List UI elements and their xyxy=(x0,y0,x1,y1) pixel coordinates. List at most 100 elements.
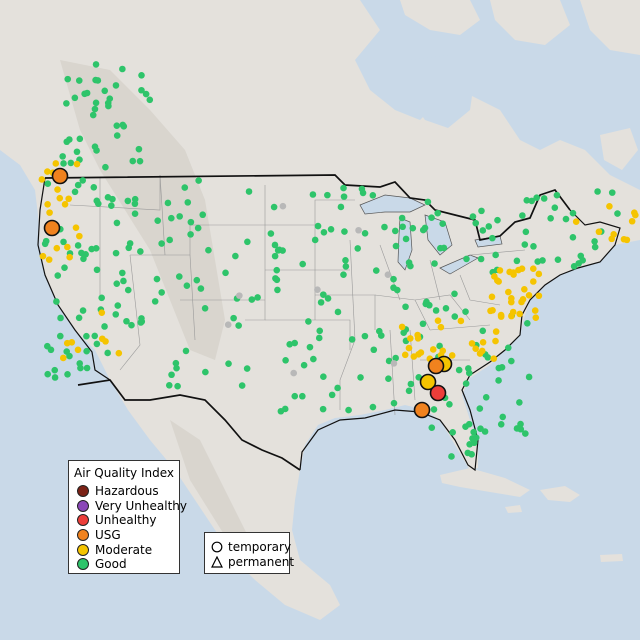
arctic-island xyxy=(400,0,480,35)
good-monitor-marker xyxy=(463,255,470,263)
good-monitor-marker xyxy=(128,321,135,329)
moderate-monitor-marker xyxy=(468,340,476,347)
type-legend-item-permanent: permanent xyxy=(211,554,294,569)
good-monitor-marker xyxy=(105,102,112,110)
good-monitor-marker xyxy=(551,204,559,211)
good-monitor-marker xyxy=(53,298,60,305)
good-monitor-marker xyxy=(469,213,477,220)
good-monitor-marker xyxy=(407,380,415,388)
good-monitor-marker xyxy=(272,275,279,282)
aqi-legend-label: Good xyxy=(95,557,127,572)
no-data-monitor-marker xyxy=(224,321,232,328)
good-monitor-marker xyxy=(314,222,322,230)
good-monitor-marker xyxy=(124,286,132,294)
good-monitor-marker xyxy=(399,223,406,231)
good-monitor-marker xyxy=(225,360,232,367)
good-monitor-marker xyxy=(547,215,554,222)
moderate-monitor-marker xyxy=(437,323,445,331)
moderate-monitor-marker xyxy=(39,252,47,260)
good-monitor-marker xyxy=(291,392,299,400)
good-monitor-marker xyxy=(164,199,172,207)
good-monitor-marker xyxy=(129,157,137,165)
good-monitor-marker xyxy=(104,349,111,357)
good-monitor-marker xyxy=(540,195,548,202)
good-monitor-marker xyxy=(300,361,308,369)
good-monitor-marker xyxy=(334,308,342,316)
good-monitor-marker xyxy=(451,290,458,298)
good-monitor-marker xyxy=(98,294,105,302)
good-monitor-marker xyxy=(64,75,72,83)
good-monitor-marker xyxy=(372,267,380,274)
good-monitor-marker xyxy=(92,99,100,107)
good-monitor-marker xyxy=(437,244,444,252)
national-borders xyxy=(44,174,571,471)
moderate-monitor-marker xyxy=(66,253,73,261)
good-monitor-marker xyxy=(434,209,441,217)
good-monitor-marker xyxy=(267,230,275,237)
moderate-monitor-marker xyxy=(472,345,479,353)
good-monitor-marker xyxy=(243,365,251,372)
good-monitor-marker xyxy=(195,177,202,184)
good-monitor-marker xyxy=(482,393,490,401)
hudson-bay xyxy=(408,55,475,128)
good-monitor-marker xyxy=(342,257,349,264)
good-monitor-marker xyxy=(310,355,317,363)
good-monitor-marker xyxy=(390,275,397,283)
good-monitor-marker xyxy=(57,314,64,322)
aqi-legend-item-good: Good xyxy=(69,557,179,572)
good-monitor-marker xyxy=(56,332,64,340)
good-monitor-marker xyxy=(370,346,378,354)
no-data-monitor-marker xyxy=(384,271,392,279)
aqi-legend-item-usg: USG xyxy=(69,528,179,543)
moderate-monitor-marker xyxy=(632,211,639,219)
good-monitor-marker xyxy=(477,255,485,263)
good-monitor-marker xyxy=(244,238,251,246)
good-monitor-marker xyxy=(93,147,100,154)
good-monitor-marker xyxy=(392,354,399,362)
sierra-mexico-shading xyxy=(170,420,250,560)
good-monitor-marker xyxy=(446,400,453,408)
good-monitor-marker xyxy=(158,289,165,296)
aqi-legend-label: Hazardous xyxy=(95,484,159,499)
usg-monitor-marker xyxy=(427,357,445,375)
good-monitor-marker xyxy=(176,213,183,220)
good-monitor-marker xyxy=(137,248,144,255)
moderate-monitor-marker xyxy=(532,314,540,321)
good-monitor-marker xyxy=(273,266,281,274)
good-monitor-marker xyxy=(485,223,493,230)
good-monitor-marker xyxy=(154,217,162,224)
good-monitor-marker xyxy=(405,259,413,266)
moderate-monitor-marker xyxy=(497,313,505,320)
jamaica xyxy=(505,505,522,513)
moderate-monitor-marker xyxy=(56,194,64,202)
moderate-monitor-marker xyxy=(45,256,53,263)
good-monitor-marker xyxy=(390,399,398,407)
moderate-monitor-marker xyxy=(516,310,523,318)
good-monitor-marker xyxy=(522,430,529,437)
good-monitor-marker xyxy=(340,271,347,278)
good-monitor-marker xyxy=(385,375,392,383)
no-data-monitor-marker xyxy=(314,286,321,294)
moderate-monitor-marker xyxy=(407,335,414,342)
good-monitor-marker xyxy=(174,382,181,390)
moderate-monitor-marker xyxy=(115,349,123,357)
good-monitor-marker xyxy=(113,280,121,287)
moderate-monitor-marker xyxy=(65,195,72,203)
moderate-monitor-marker xyxy=(59,354,67,362)
good-monitor-marker xyxy=(320,229,328,236)
good-monitor-marker xyxy=(79,307,87,314)
good-monitor-marker xyxy=(476,405,484,412)
good-monitor-marker xyxy=(369,403,377,411)
good-monitor-marker xyxy=(67,159,75,167)
good-monitor-marker xyxy=(202,368,209,376)
good-monitor-marker xyxy=(271,252,279,260)
moderate-monitor-marker xyxy=(73,160,81,168)
moderate-monitor-marker xyxy=(429,346,437,353)
good-monitor-marker xyxy=(519,212,526,219)
very-unhealthy-swatch xyxy=(77,499,89,512)
usg-swatch xyxy=(77,529,89,542)
good-monitor-marker xyxy=(497,420,505,428)
good-monitor-marker xyxy=(63,348,71,355)
good-monitor-marker xyxy=(94,200,102,208)
good-monitor-marker xyxy=(337,203,345,211)
